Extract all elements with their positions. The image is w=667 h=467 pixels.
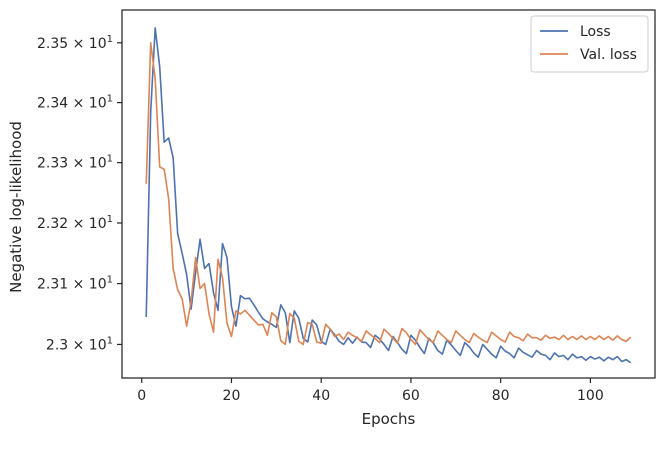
series-line-loss — [145, 27, 632, 364]
series-line-val-loss — [145, 41, 632, 346]
legend-box — [530, 15, 649, 73]
y-tick-label: 2.3 × 101 — [46, 335, 113, 353]
x-axis-label: Epochs — [362, 410, 416, 428]
x-tick-label: 100 — [577, 388, 604, 404]
x-tick-label: 20 — [223, 388, 241, 404]
y-tick-label: 2.35 × 101 — [37, 34, 113, 52]
x-tick-label: 80 — [492, 388, 510, 404]
y-tick-label: 2.32 × 101 — [37, 214, 113, 232]
y-tick-label: 2.33 × 101 — [37, 154, 113, 172]
legend-label-val-loss: Val. loss — [580, 47, 637, 63]
x-tick-label: 60 — [402, 388, 420, 404]
legend: Loss Val. loss — [530, 15, 649, 73]
legend-label-loss: Loss — [580, 24, 611, 40]
y-tick-label: 2.31 × 101 — [37, 275, 113, 293]
y-axis-label: Negative log-likelihood — [7, 121, 25, 293]
series-layer — [145, 27, 632, 364]
plot-frame — [121, 9, 656, 379]
x-axis-ticks: 0 20 40 60 80 100 — [137, 378, 604, 404]
x-tick-label: 0 — [137, 388, 146, 404]
y-tick-label: 2.34 × 101 — [37, 94, 113, 112]
x-tick-label: 40 — [312, 388, 330, 404]
y-axis-ticks: 2.3 × 101 2.31 × 101 2.32 × 101 2.33 × 101 2… — [37, 34, 122, 353]
